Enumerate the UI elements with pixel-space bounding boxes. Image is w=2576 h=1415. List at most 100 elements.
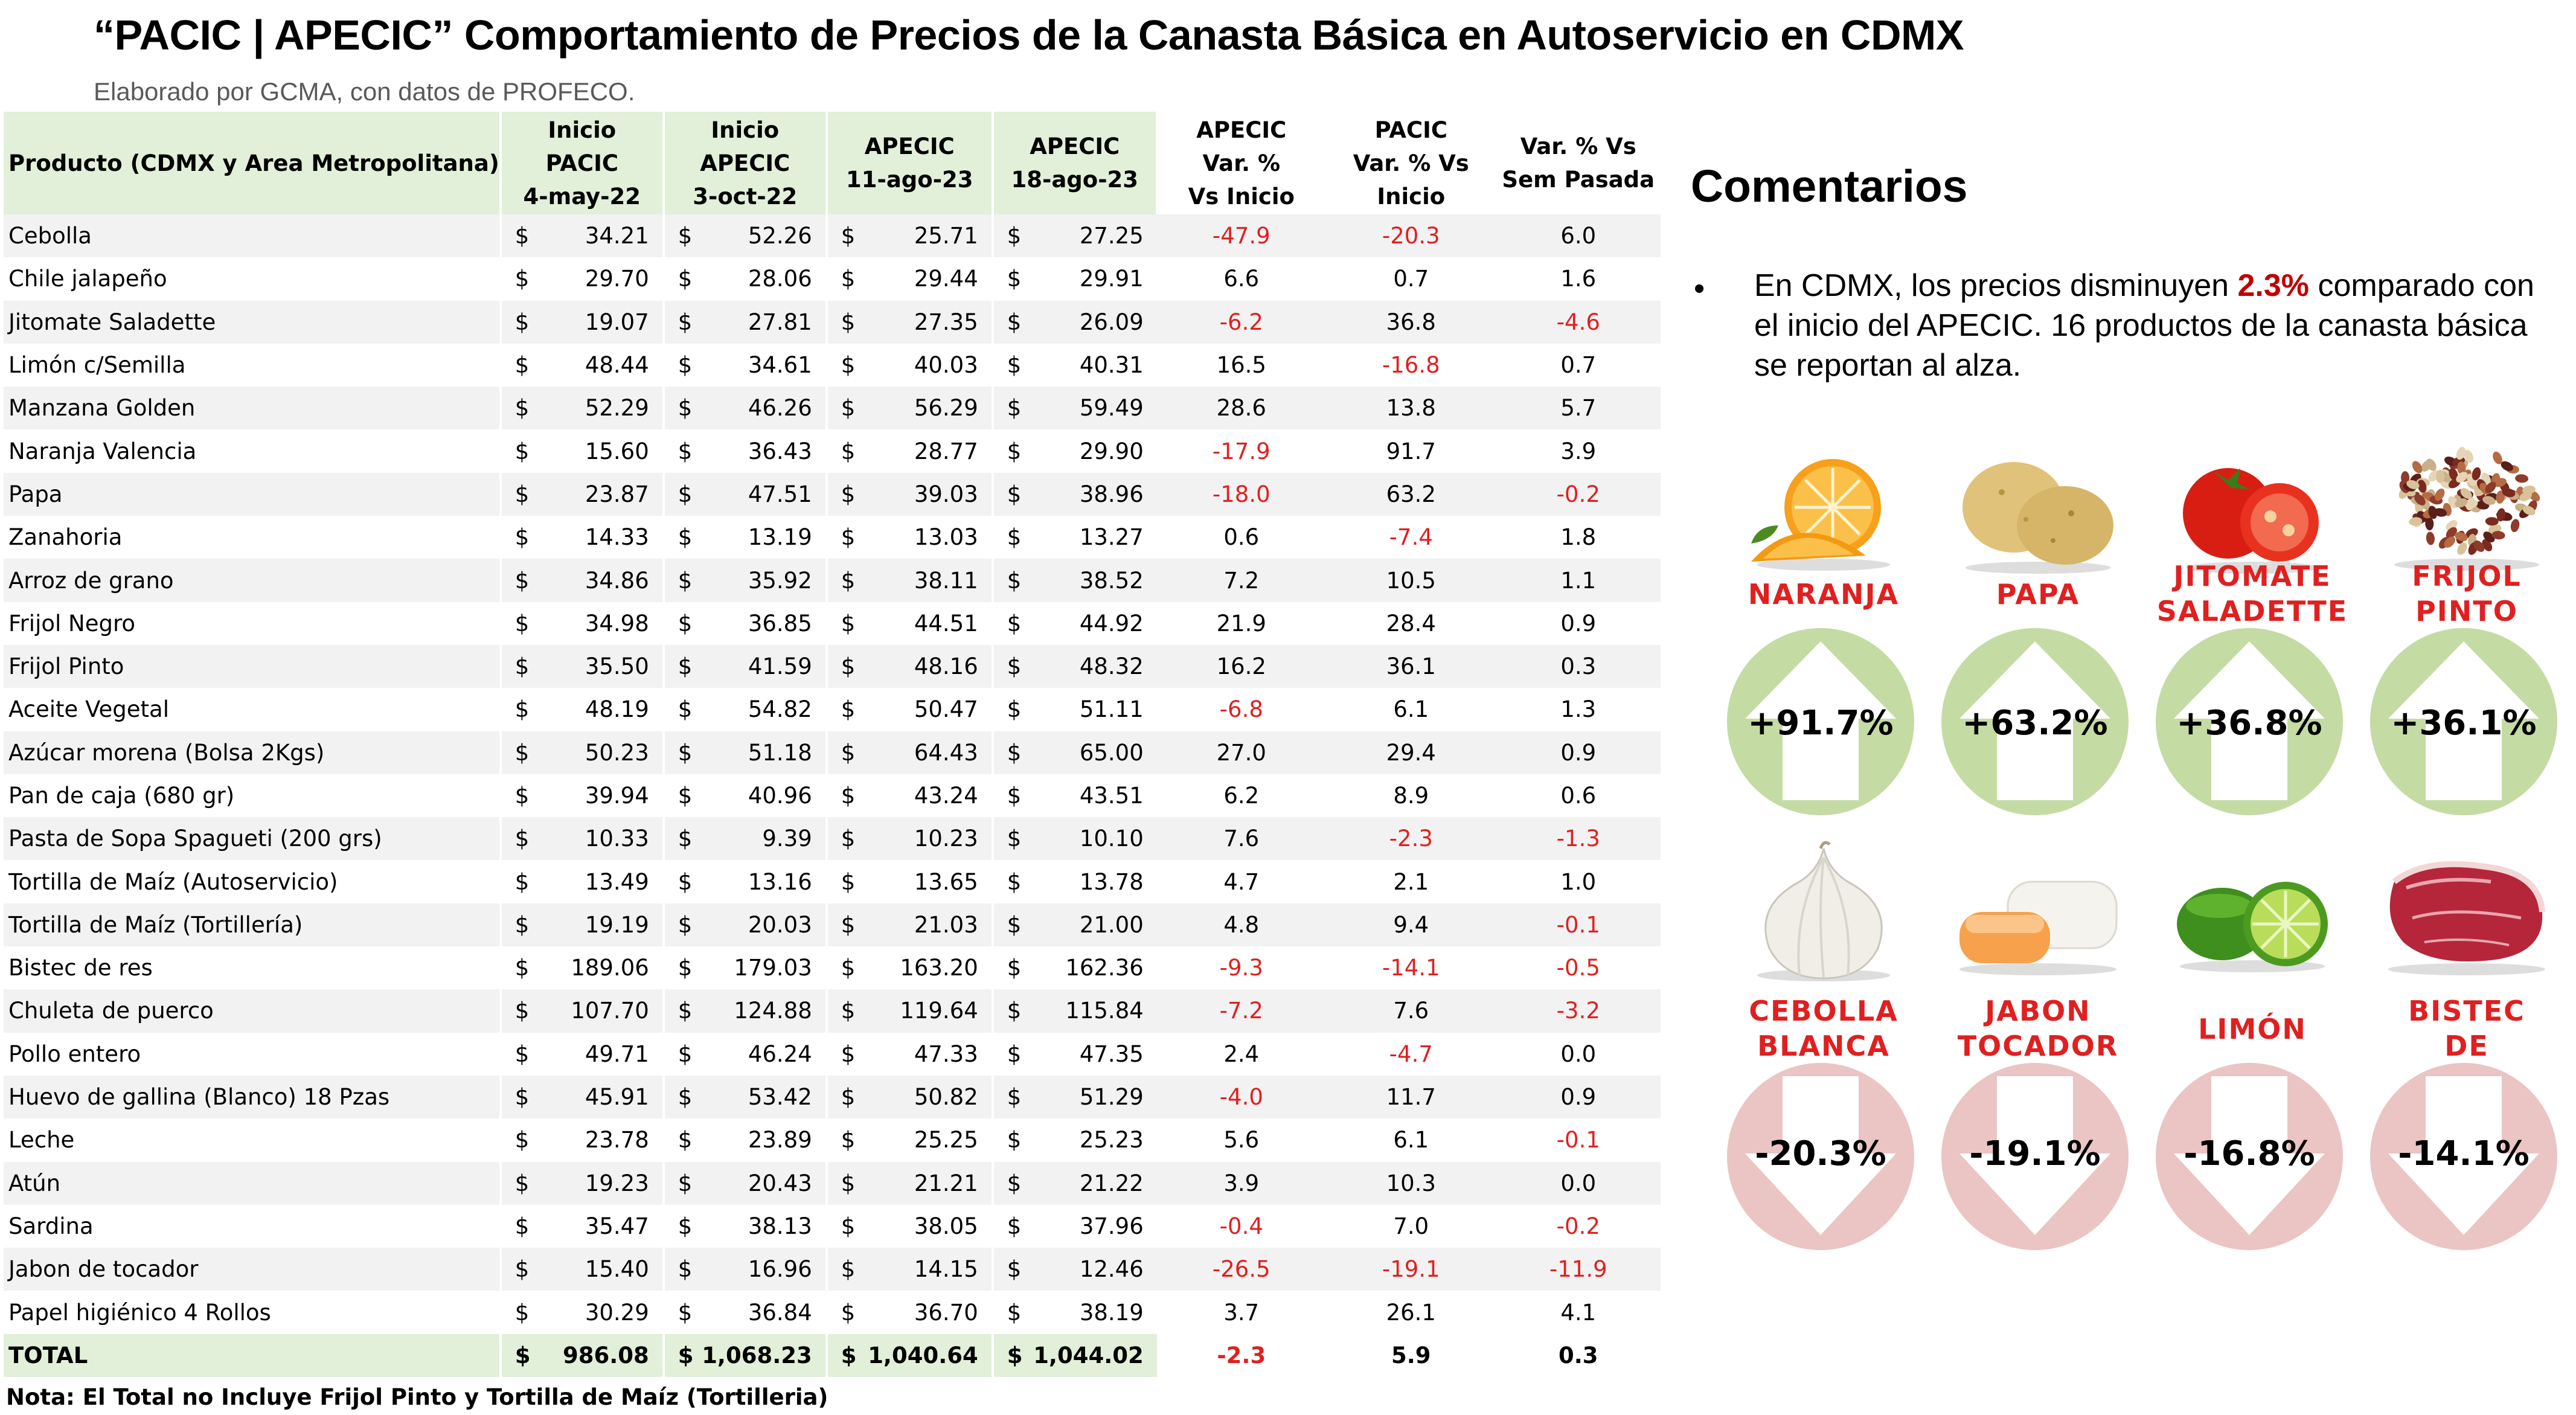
price-value: 124.88 [734,998,812,1024]
header-line: 4-may-22 [523,183,641,210]
up-arrow-icon [1941,628,2129,815]
header-line: 3-oct-22 [693,183,798,210]
currency-symbol: $ [1007,524,1022,551]
beef-image [2370,839,2563,984]
price-cell: $49.71 [499,1032,664,1076]
price-value: 13.19 [748,524,812,551]
table-row: Zanahoria $14.33 $13.19 $13.03 $13.27 0.6 -7.4… [4,516,1661,559]
currency-symbol: $ [678,524,693,551]
price-cell: $14.33 [499,516,664,559]
variation-cell: 0.7 [1496,343,1661,387]
variation-cell: 4.1 [1496,1291,1661,1334]
product-name: Chuleta de puerco [4,989,501,1033]
price-value: 47.33 [914,1041,978,1067]
currency-symbol: $ [841,696,856,723]
total-week-var: 0.3 [1496,1333,1661,1377]
price-value: 36.43 [748,438,812,464]
price-cell: $65.00 [991,731,1157,774]
header-apecic-start: Inicio APECIC 3-oct-22 [663,112,828,214]
price-value: 49.71 [585,1041,649,1067]
variation-cell: 6.0 [1496,214,1661,258]
variation-cell: 0.0 [1496,1032,1661,1076]
table-row: Frijol Pinto $35.50 $41.59 $48.16 $48.32 16.2… [4,644,1661,688]
price-value: 162.36 [1065,955,1144,981]
price-cell: $13.27 [991,516,1157,559]
price-cell: $10.10 [991,817,1157,861]
header-line: Inicio [548,117,617,143]
price-value: 107.70 [571,998,649,1024]
currency-symbol: $ [1007,610,1022,637]
price-cell: $50.23 [499,731,664,774]
product-name: Pan de caja (680 gr) [4,774,501,818]
currency-symbol: $ [1007,352,1022,379]
currency-symbol: $ [841,481,856,507]
price-value: 36.85 [748,610,812,637]
price-value: 21.03 [914,911,978,938]
price-cell: $162.36 [991,946,1157,990]
price-value: 50.82 [914,1084,978,1111]
currency-symbol: $ [1007,783,1022,809]
currency-symbol: $ [1007,438,1022,464]
product-name: Limón c/Semilla [4,343,501,387]
variation-cell: 6.1 [1325,688,1496,731]
currency-symbol: $ [841,911,856,938]
change-value: -16.8% [2184,1134,2315,1173]
price-value: 47.35 [1079,1041,1144,1067]
price-value: 35.47 [585,1213,649,1239]
price-value: 52.29 [585,395,649,422]
variation-cell: 10.5 [1325,559,1496,602]
header-line: Sem Pasada [1502,167,1655,193]
currency-symbol: $ [841,1084,856,1111]
price-value: 29.91 [1079,266,1144,292]
price-value: 23.89 [748,1127,812,1153]
table-row: Atún $19.23 $20.43 $21.21 $21.22 3.9 10.3 0.0 [4,1161,1661,1205]
variation-cell: 1.6 [1496,257,1661,301]
variation-cell: -0.2 [1496,472,1661,516]
price-value: 13.65 [914,868,978,895]
price-cell: $23.78 [499,1118,664,1162]
header-line: PACIC [545,150,618,176]
currency-symbol: $ [678,1256,693,1283]
currency-symbol: $ [514,438,530,464]
price-cell: $13.19 [662,516,827,559]
price-cell: $23.87 [499,472,664,516]
total-value: 986.08 [563,1342,649,1368]
price-cell: $28.06 [662,257,827,301]
price-cell: $47.35 [991,1032,1157,1076]
variation-cell: 4.7 [1156,860,1326,903]
price-value: 43.24 [914,783,978,809]
product-name: Bistec de res [4,946,501,990]
variation-cell: -14.1 [1325,946,1496,990]
product-card: LIMÓN -16.8% [2156,839,2349,1250]
price-value: 28.06 [748,266,812,292]
price-cell: $15.60 [499,429,664,473]
currency-symbol: $ [514,826,530,852]
price-cell: $27.25 [991,214,1157,258]
variation-cell: 6.6 [1156,257,1326,301]
currency-symbol: $ [678,1170,693,1196]
price-cell: $20.43 [662,1161,827,1205]
currency-symbol: $ [841,653,856,680]
table-row: Huevo de gallina (Blanco) 18 Pzas $45.91 $… [4,1075,1661,1119]
table-row: Tortilla de Maíz (Autoservicio) $13.49 $13… [4,860,1661,903]
price-table: Producto (CDMX y Area Metropolitana) Ini… [4,112,1662,1377]
price-value: 25.25 [914,1127,978,1153]
price-cell: $27.35 [825,300,993,344]
price-value: 39.94 [585,783,649,809]
price-cell: $21.03 [825,903,993,947]
variation-cell: 0.7 [1325,257,1496,301]
price-value: 119.64 [900,998,978,1024]
price-cell: $15.40 [499,1248,664,1291]
currency-symbol: $ [1007,309,1022,335]
product-name: Tortilla de Maíz (Autoservicio) [4,860,501,903]
currency-symbol: $ [514,1299,530,1326]
price-cell: $163.20 [825,946,993,990]
total-row: TOTAL $986.08 $1,068.23 $1,040.64 $1,044… [4,1333,1661,1377]
price-cell: $38.05 [825,1204,993,1248]
price-cell: $115.84 [991,989,1157,1033]
price-cell: $48.19 [499,688,664,731]
orange-image [1727,435,1920,580]
variation-cell: 63.2 [1325,472,1496,516]
price-cell: $47.33 [825,1032,993,1076]
price-value: 20.43 [748,1170,812,1196]
